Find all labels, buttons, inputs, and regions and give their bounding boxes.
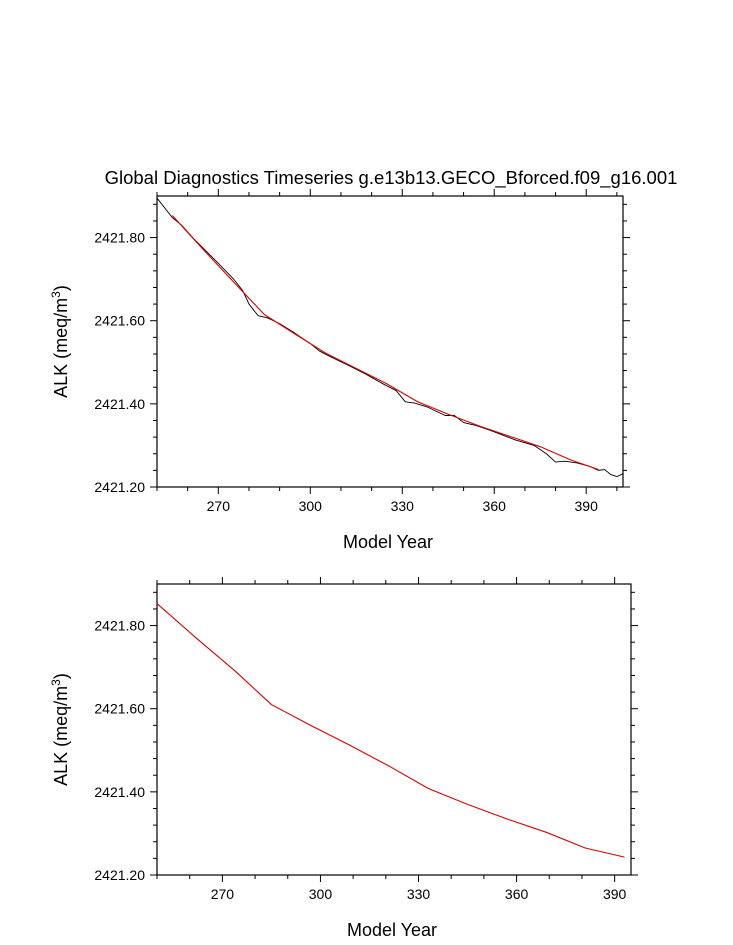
bottom-y-axis-label-main: ALK (meq/m: [51, 686, 71, 786]
bottom-x-tick-label: 360: [505, 886, 529, 902]
top-plot-frame: [156, 195, 624, 488]
bottom-y-tick-label: 2421.20: [94, 867, 145, 883]
bottom-y-axis-label: ALK (meq/m3): [49, 673, 71, 786]
top-x-tick-label: 330: [391, 498, 415, 514]
top-timeseries-panel: 270 300 330 360 390 2421.20 2421.40 2421.60 2421…: [49, 189, 630, 552]
figure-title: Global Diagnostics Timeseries g.e13b13.G…: [105, 167, 678, 189]
bottom-y-tick-label: 2421.40: [94, 784, 145, 800]
bottom-x-tick-label: 390: [603, 886, 627, 902]
bottom-y-axis-label-superscript: 3: [49, 679, 63, 686]
top-y-tick-label: 2421.20: [94, 479, 145, 495]
top-y-axis-label-main: ALK (meq/m: [51, 298, 71, 398]
bottom-plot-frame: [156, 583, 632, 876]
bottom-y-axis-label-tail: ): [51, 673, 71, 679]
bottom-series-line-0: [156, 603, 625, 858]
bottom-y-tick-label: 2421.60: [94, 701, 145, 717]
top-series-line-1: [171, 215, 599, 471]
bottom-x-tick-label: 300: [309, 886, 333, 902]
top-x-tick-label: 390: [575, 498, 599, 514]
top-y-tick-label: 2421.60: [94, 313, 145, 329]
top-y-axis-label: ALK (meq/m3): [49, 285, 71, 398]
top-y-axis-label-superscript: 3: [49, 291, 63, 298]
top-x-axis-label: Model Year: [343, 532, 433, 552]
top-y-tick-label: 2421.80: [94, 230, 145, 246]
top-x-tick-label: 360: [483, 498, 507, 514]
top-x-tick-label: 300: [299, 498, 323, 514]
bottom-x-tick-label: 330: [407, 886, 431, 902]
top-x-tick-label: 270: [207, 498, 231, 514]
top-y-axis-label-tail: ): [51, 285, 71, 291]
top-series-line-0: [156, 197, 624, 478]
top-y-tick-label: 2421.40: [94, 396, 145, 412]
bottom-x-axis-label: Model Year: [347, 920, 437, 940]
bottom-y-tick-label: 2421.80: [94, 618, 145, 634]
bottom-x-tick-label: 270: [211, 886, 235, 902]
bottom-timeseries-panel: 270 300 330 360 390 2421.20 2421.40 2421.60 2421…: [49, 577, 638, 940]
